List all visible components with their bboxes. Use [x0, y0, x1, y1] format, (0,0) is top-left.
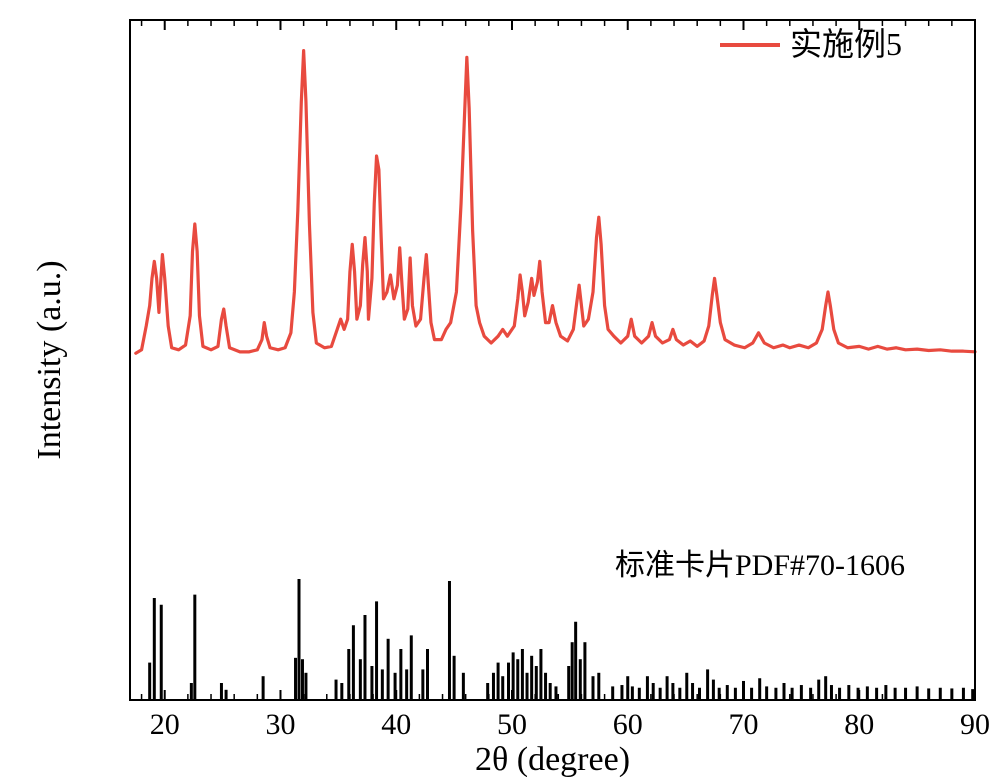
x-axis-tick-labels: 20 30 40 50 60 70 80 90 — [150, 708, 990, 741]
x-tick-label: 30 — [265, 708, 295, 741]
x-tick-label: 50 — [497, 708, 527, 741]
legend-reference-label: 标准卡片PDF#70-1606 — [615, 549, 905, 582]
y-axis-label: Intensity (a.u.) — [31, 260, 68, 459]
legend-experimental-label: 实施例5 — [790, 26, 902, 62]
plot-background — [130, 20, 975, 700]
x-axis-label: 2θ (degree) — [475, 741, 630, 777]
x-tick-label: 70 — [728, 708, 758, 741]
xrd-chart: 20 30 40 50 60 70 80 90 实施例5 标准卡片PDF#70-1606 2θ… — [0, 0, 1000, 777]
x-tick-label: 20 — [150, 708, 180, 741]
x-tick-label: 60 — [613, 708, 643, 741]
x-tick-label: 90 — [960, 708, 990, 741]
chart-svg: 20 30 40 50 60 70 80 90 实施例5 标准卡片PDF#70-1606 2θ… — [0, 0, 1000, 777]
x-tick-label: 40 — [381, 708, 411, 741]
x-tick-label: 80 — [844, 708, 874, 741]
